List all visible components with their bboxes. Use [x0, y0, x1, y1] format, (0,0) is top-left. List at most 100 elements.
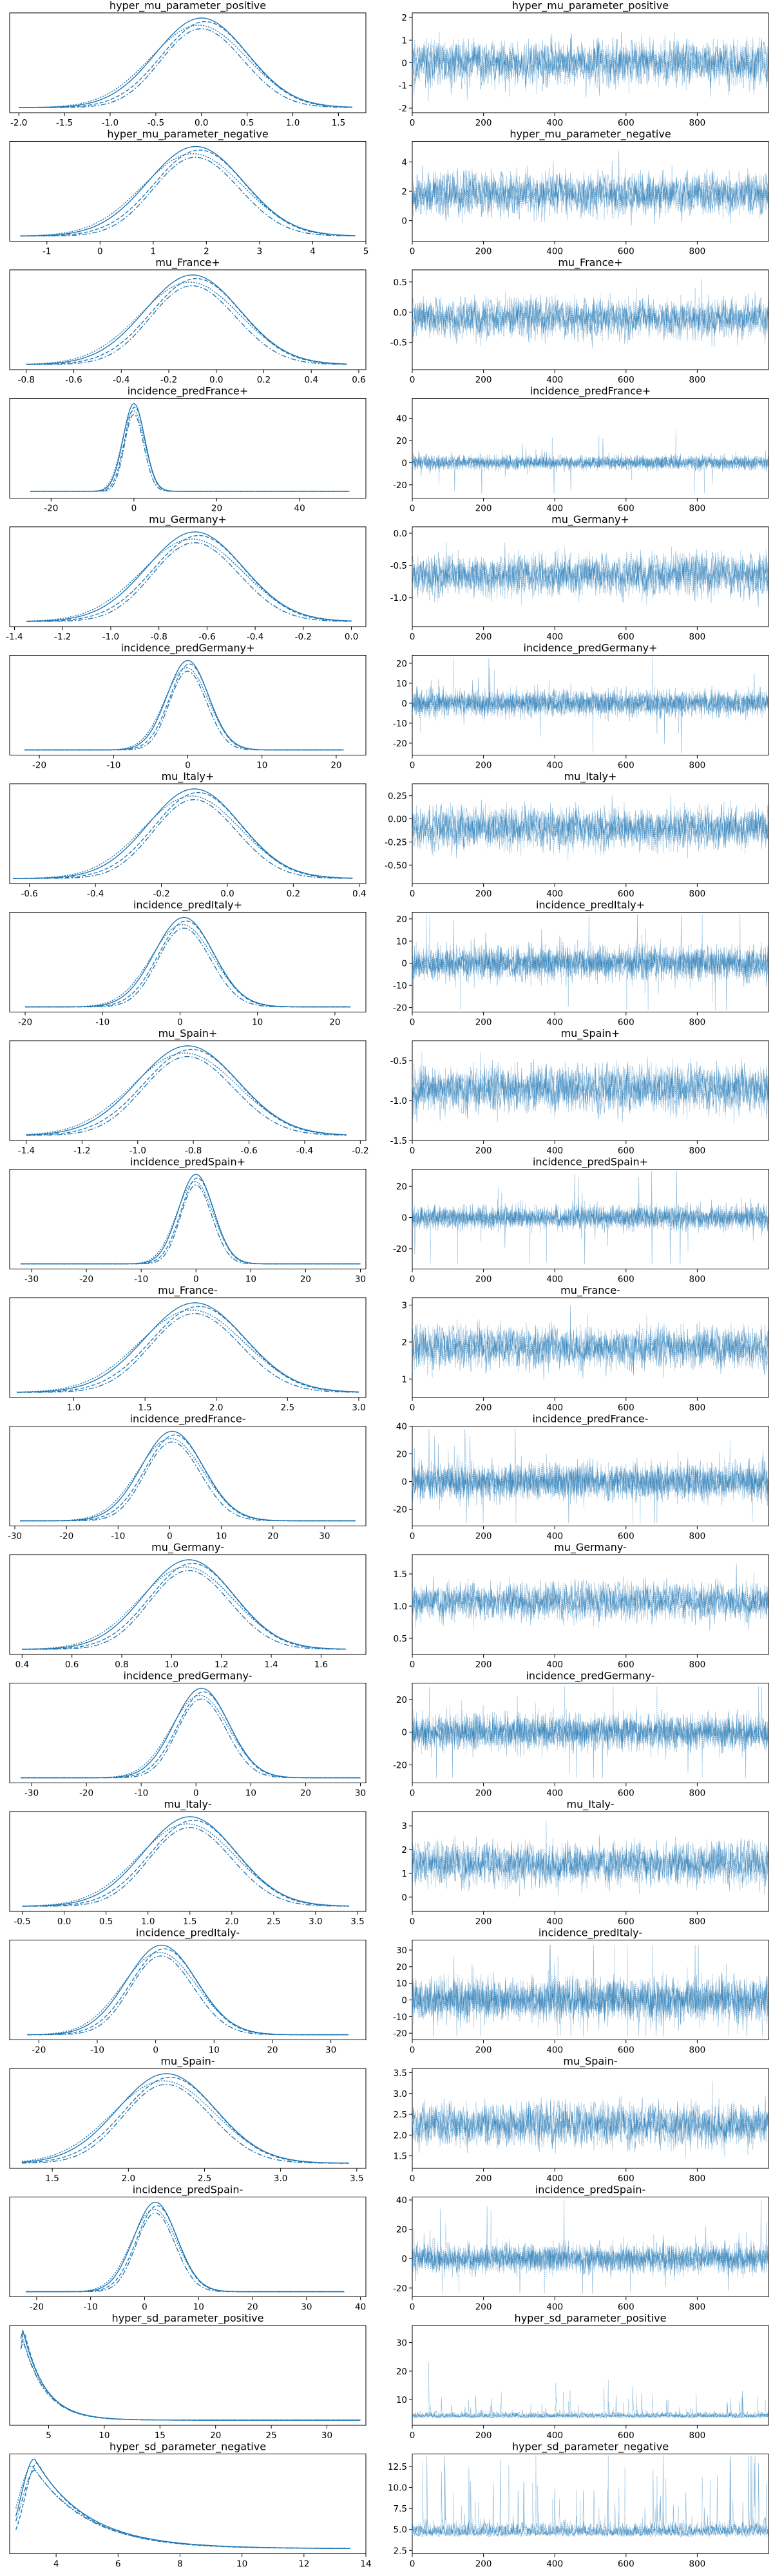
kde-xtick-label: 2.5 — [198, 2174, 211, 2184]
trace-ytick-label: -10 — [393, 981, 407, 991]
kde-curve-1 — [27, 1948, 348, 2036]
trace-xtick-label: 400 — [546, 118, 563, 128]
kde-xtick-label: 2.5 — [267, 1917, 280, 1927]
trace-xtick-label: 600 — [618, 632, 635, 642]
trace-xtick-label: 600 — [618, 1917, 635, 1927]
trace-xtick-label: 800 — [689, 2302, 706, 2313]
kde-panel: incidence_predItaly- -20 -10 0 10 20 30 — [9, 1927, 367, 2056]
trace-panel: mu_Italy- 0 1 2 3 0 200 400 600 800 — [401, 1798, 769, 1927]
trace-ytick-label: 20 — [396, 1962, 407, 1973]
trace-ytick-label: 20 — [396, 914, 407, 925]
kde-curve-2 — [26, 1052, 347, 1135]
trace-ytick-label: 0.5 — [394, 278, 407, 288]
trace-axes-frame — [412, 2068, 769, 2169]
kde-title: hyper_mu_parameter_positive — [110, 0, 266, 12]
trace-xtick-label: 400 — [546, 889, 563, 899]
kde-xtick-label: 30 — [325, 2045, 336, 2056]
kde-xtick-label: -0.4 — [296, 1146, 313, 1156]
kde-curve-1 — [15, 2462, 350, 2549]
trace-ytick-label: -20 — [393, 739, 407, 749]
kde-curve-3 — [20, 2340, 361, 2421]
kde-curve-2 — [21, 1180, 361, 1265]
trace-xtick-label: 600 — [618, 2430, 635, 2441]
trace-ytick-label: 0 — [401, 699, 407, 709]
kde-curve-0 — [26, 531, 352, 622]
kde-xtick-label: 1.0 — [141, 1917, 155, 1927]
trace-xtick-label: 0 — [410, 1403, 415, 1413]
trace-chain-1 — [412, 32, 768, 102]
kde-title: mu_France- — [158, 1284, 218, 1297]
trace-ytick-label: -20 — [393, 1505, 407, 1515]
kde-xtick-label: 20 — [330, 761, 341, 771]
kde-xtick-label: 0.2 — [287, 889, 300, 899]
trace-chain-1 — [412, 1686, 768, 1757]
trace-ytick-label: 20 — [396, 659, 407, 669]
trace-xtick-label: 0 — [410, 889, 415, 899]
trace-xtick-label: 800 — [689, 1018, 706, 1028]
trace-title: incidence_predFrance+ — [530, 385, 651, 398]
kde-xtick-label: -1.0 — [102, 632, 119, 642]
trace-axes-frame — [412, 1683, 769, 1783]
kde-title: incidence_predSpain+ — [130, 1156, 245, 1169]
kde-xtick-label: 20 — [267, 2045, 278, 2056]
trace-xtick-label: 600 — [618, 1146, 635, 1156]
kde-xtick-label: 0 — [131, 504, 137, 514]
kde-curve-0 — [20, 1430, 356, 1522]
kde-title: hyper_mu_parameter_negative — [107, 128, 268, 141]
trace-xtick-label: 0 — [410, 761, 415, 771]
trace-ytick-label: 10 — [396, 2395, 407, 2405]
trace-panel: mu_France+ -0.5 0.0 0.5 0 200 400 600 800 — [390, 256, 769, 385]
trace-xtick-label: 800 — [689, 1403, 706, 1413]
trace-xtick-label: 600 — [618, 247, 635, 257]
kde-curve-0 — [24, 659, 344, 751]
trace-title: mu_Italy- — [567, 1798, 615, 1811]
kde-axes-frame — [9, 1040, 367, 1141]
kde-xtick-label: 0.4 — [304, 375, 318, 385]
trace-ytick-label: 20 — [396, 1695, 407, 1705]
trace-xtick-label: 600 — [618, 504, 635, 514]
trace-ytick-label: 40 — [396, 2195, 407, 2206]
trace-chain-2 — [412, 1837, 768, 1891]
kde-xtick-label: -10 — [134, 1788, 148, 1799]
kde-curve-2 — [22, 1566, 347, 1650]
kde-curve-3 — [27, 1955, 348, 2036]
kde-curve-1 — [24, 663, 344, 751]
kde-panel: incidence_predFrance- -30 -20 -10 0 10 20 30 — [8, 1413, 367, 1542]
trace-chain-2 — [412, 1706, 768, 1778]
trace-xtick-label: 800 — [689, 1660, 706, 1670]
kde-axes-frame — [9, 1683, 367, 1783]
trace-chain-2 — [412, 667, 768, 753]
trace-xtick-label: 800 — [689, 2430, 706, 2441]
kde-title: mu_France+ — [155, 256, 220, 269]
kde-xtick-label: -20 — [44, 504, 58, 514]
trace-ytick-label: 0.0 — [394, 529, 407, 539]
kde-panel: hyper_mu_parameter_negative -1 0 1 2 3 4 5 — [9, 128, 368, 257]
kde-xtick-label: -0.2 — [160, 375, 177, 385]
kde-axes-frame — [9, 2454, 367, 2554]
kde-xtick-label: -10 — [106, 761, 120, 771]
trace-xtick-label: 400 — [546, 2045, 563, 2056]
trace-panel: mu_Germany- 0.5 1.0 1.5 0 200 400 600 800 — [394, 1541, 769, 1670]
kde-xtick-label: -2.0 — [10, 118, 27, 128]
kde-xtick-label: 30 — [321, 2430, 332, 2441]
kde-panel: mu_Spain+ -1.4 -1.2 -1.0 -0.8 -0.6 -0.4 -0.2 — [9, 1027, 369, 1156]
kde-xtick-label: 1.5 — [332, 118, 345, 128]
trace-axes-frame — [412, 1169, 769, 1269]
trace-xtick-label: 0 — [410, 1531, 415, 1542]
trace-ytick-label: -0.5 — [390, 1056, 407, 1066]
trace-xtick-label: 400 — [546, 1660, 563, 1670]
kde-xtick-label: 0.0 — [209, 375, 223, 385]
kde-curve-2 — [25, 923, 350, 1008]
trace-xtick-label: 400 — [546, 1403, 563, 1413]
trace-xtick-label: 0 — [410, 504, 415, 514]
kde-curve-0 — [21, 1173, 361, 1265]
trace-axes-frame — [412, 1426, 769, 1526]
kde-curve-1 — [20, 149, 356, 237]
trace-xtick-label: 0 — [410, 1917, 415, 1927]
kde-curve-3 — [19, 28, 352, 108]
trace-chain-2 — [412, 795, 768, 858]
trace-xtick-label: 0 — [410, 247, 415, 257]
kde-xtick-label: 1.2 — [215, 1660, 228, 1670]
kde-xtick-label: 1.0 — [286, 118, 300, 128]
